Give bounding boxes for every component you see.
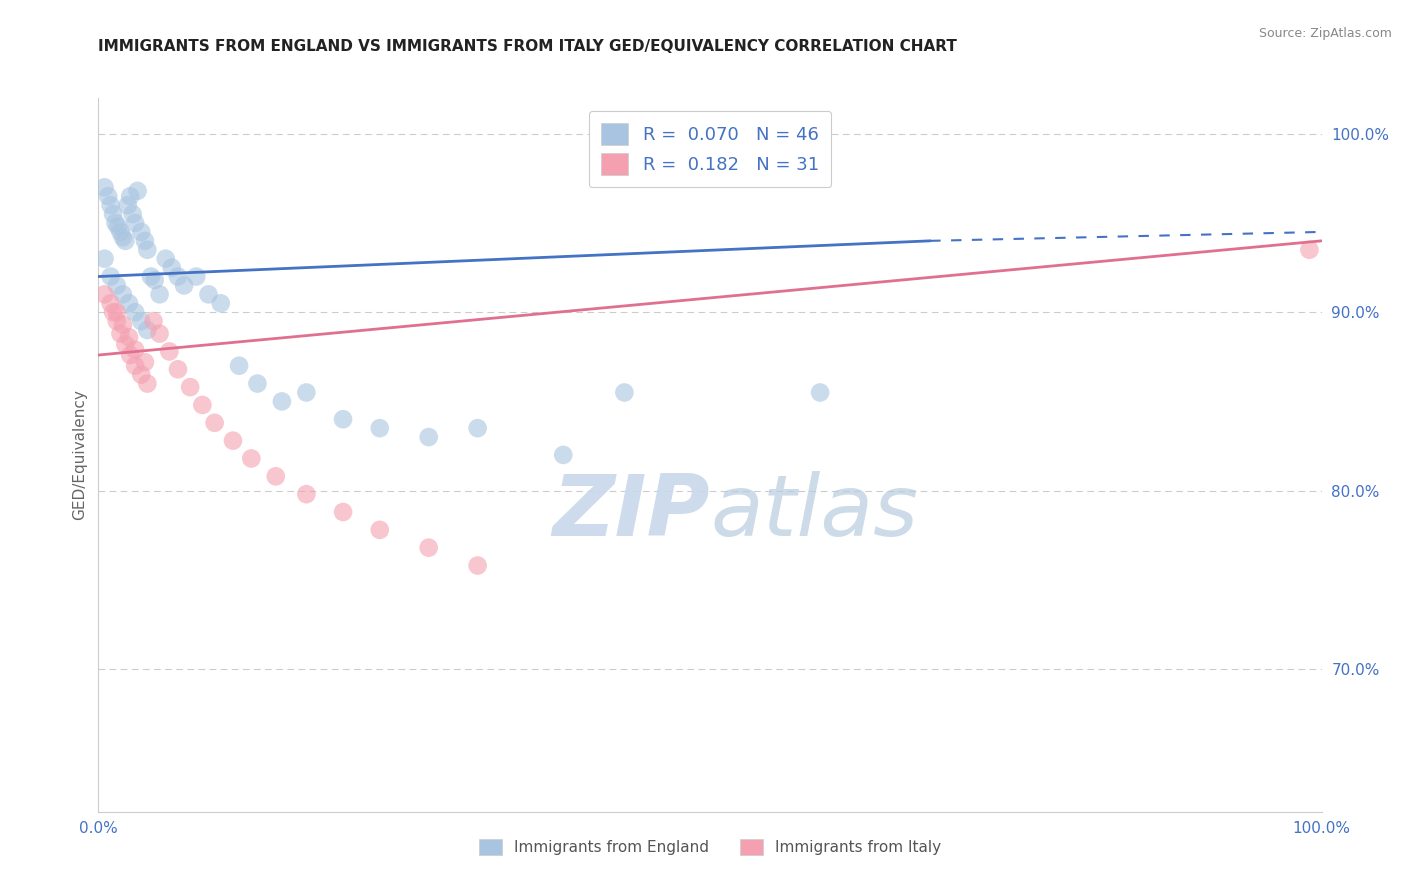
Point	[246, 376, 269, 391]
Point	[104, 216, 127, 230]
Point	[155, 252, 177, 266]
Text: IMMIGRANTS FROM ENGLAND VS IMMIGRANTS FROM ITALY GED/EQUIVALENCY CORRELATION CHA: IMMIGRANTS FROM ENGLAND VS IMMIGRANTS FR…	[98, 38, 957, 54]
Text: ZIP: ZIP	[553, 470, 710, 554]
Point	[418, 430, 440, 444]
Point	[97, 189, 120, 203]
Point	[332, 412, 354, 426]
Point	[114, 337, 136, 351]
Point	[204, 416, 226, 430]
Point	[197, 287, 219, 301]
Point	[368, 523, 391, 537]
Point	[127, 184, 149, 198]
Text: atlas: atlas	[710, 470, 918, 554]
Point	[295, 487, 318, 501]
Point	[111, 230, 134, 244]
Point	[160, 260, 183, 275]
Point	[134, 355, 156, 369]
Point	[173, 278, 195, 293]
Point	[136, 376, 159, 391]
Point	[117, 198, 139, 212]
Point	[467, 558, 489, 573]
Point	[149, 326, 172, 341]
Text: Source: ZipAtlas.com: Source: ZipAtlas.com	[1258, 27, 1392, 40]
Point	[118, 330, 141, 344]
Point	[110, 225, 132, 239]
Point	[157, 344, 180, 359]
Point	[139, 269, 162, 284]
Point	[100, 198, 122, 212]
Point	[467, 421, 489, 435]
Point	[149, 287, 172, 301]
Point	[100, 269, 122, 284]
Point	[295, 385, 318, 400]
Point	[167, 362, 190, 376]
Point	[121, 207, 143, 221]
Point	[228, 359, 250, 373]
Point	[209, 296, 232, 310]
Point	[129, 225, 152, 239]
Point	[129, 314, 152, 328]
Point	[270, 394, 294, 409]
Point	[100, 296, 122, 310]
Point	[124, 216, 146, 230]
Point	[120, 189, 142, 203]
Point	[118, 296, 141, 310]
Point	[129, 368, 152, 382]
Point	[136, 323, 159, 337]
Point	[93, 180, 115, 194]
Legend: Immigrants from England, Immigrants from Italy: Immigrants from England, Immigrants from…	[472, 833, 948, 861]
Point	[418, 541, 440, 555]
Point	[332, 505, 354, 519]
Point	[143, 273, 166, 287]
Point	[808, 385, 831, 400]
Point	[105, 305, 128, 319]
Point	[124, 359, 146, 373]
Point	[553, 448, 575, 462]
Point	[124, 305, 146, 319]
Point	[613, 385, 636, 400]
Point	[101, 305, 124, 319]
Point	[110, 326, 132, 341]
Point	[134, 234, 156, 248]
Point	[179, 380, 201, 394]
Point	[114, 234, 136, 248]
Point	[124, 343, 146, 357]
Point	[222, 434, 245, 448]
Point	[93, 252, 115, 266]
Point	[240, 451, 263, 466]
Point	[264, 469, 287, 483]
Point	[167, 269, 190, 284]
Point	[1298, 243, 1320, 257]
Point	[142, 314, 165, 328]
Point	[191, 398, 214, 412]
Point	[368, 421, 391, 435]
Point	[105, 278, 128, 293]
Point	[186, 269, 208, 284]
Y-axis label: GED/Equivalency: GED/Equivalency	[72, 390, 87, 520]
Point	[101, 207, 124, 221]
Point	[120, 348, 142, 362]
Point	[107, 219, 129, 234]
Point	[111, 287, 134, 301]
Point	[93, 287, 115, 301]
Point	[111, 318, 134, 332]
Point	[136, 243, 159, 257]
Point	[105, 314, 128, 328]
